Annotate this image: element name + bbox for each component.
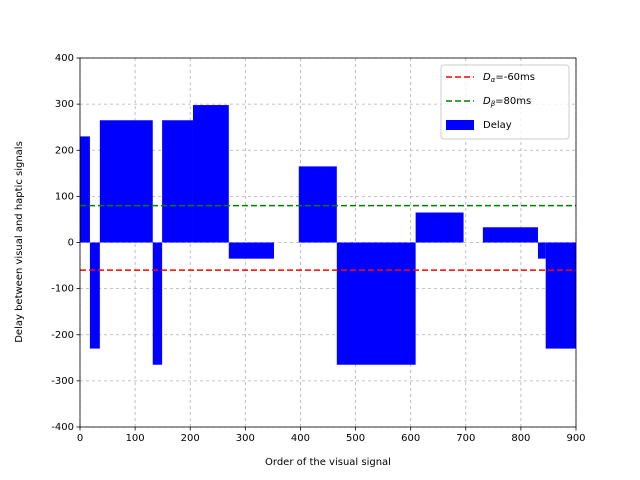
bar — [537, 242, 546, 259]
legend-subscript: α — [491, 76, 496, 84]
y-axis-label: Delay between visual and haptic signals — [14, 141, 25, 343]
legend-subscript: β — [491, 100, 496, 108]
legend-symbol: D — [483, 72, 491, 83]
y-tick-label: -100 — [51, 284, 74, 295]
bar — [228, 242, 274, 259]
bar — [415, 212, 464, 243]
legend-text: =-60ms — [495, 72, 535, 83]
x-tick-label: 500 — [346, 433, 365, 444]
legend-label: Delay — [483, 120, 512, 131]
x-tick-label: 900 — [566, 433, 585, 444]
x-tick-label: 600 — [401, 433, 420, 444]
y-tick-label: -200 — [51, 330, 74, 341]
bar — [152, 242, 163, 365]
y-tick-label: -300 — [51, 376, 74, 387]
bar — [99, 120, 153, 243]
x-tick-label: 700 — [456, 433, 475, 444]
bar — [545, 242, 576, 349]
bar — [336, 242, 416, 365]
x-tick-label: 800 — [511, 433, 530, 444]
legend-symbol: D — [483, 96, 491, 107]
legend-text: =80ms — [495, 96, 531, 107]
bar — [162, 120, 193, 243]
x-tick-label: 0 — [77, 433, 83, 444]
y-tick-label: 200 — [55, 145, 74, 156]
x-tick-label: 100 — [126, 433, 145, 444]
x-tick-label: 300 — [236, 433, 255, 444]
y-tick-label: 300 — [55, 99, 74, 110]
bar — [89, 242, 100, 349]
y-tick-label: -400 — [51, 422, 74, 433]
bar — [192, 105, 229, 243]
y-tick-label: 0 — [68, 238, 74, 249]
legend-label: Dα=-60ms — [483, 72, 535, 84]
x-tick-label: 400 — [291, 433, 310, 444]
legend-swatch — [446, 120, 474, 130]
legend-label: Dβ=80ms — [483, 96, 531, 108]
bar — [482, 227, 538, 243]
bar — [80, 136, 90, 243]
x-tick-label: 200 — [181, 433, 200, 444]
x-axis-label: Order of the visual signal — [265, 457, 391, 468]
bar — [298, 166, 337, 243]
y-tick-label: 400 — [55, 53, 74, 64]
y-tick-label: 100 — [55, 191, 74, 202]
